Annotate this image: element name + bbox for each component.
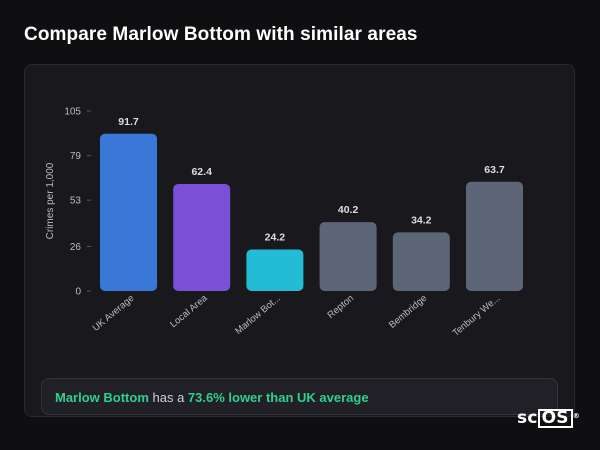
- data-label: 63.7: [484, 164, 505, 176]
- y-tick-label: 26: [70, 242, 82, 253]
- data-label: 24.2: [265, 232, 286, 244]
- y-tick-label: 79: [70, 151, 82, 162]
- y-tick-label: 0: [75, 287, 81, 298]
- x-tick-label: Marlow Bot...: [233, 293, 283, 337]
- data-label: 40.2: [338, 204, 359, 216]
- logo-text-sc: sc: [517, 408, 538, 428]
- summary-area: Marlow Bottom: [55, 390, 149, 405]
- data-label: 62.4: [191, 166, 212, 178]
- y-tick-label: 53: [70, 196, 82, 207]
- summary-panel: Marlow Bottom has a 73.6% lower than UK …: [41, 378, 558, 415]
- x-tick-label: Bembridge: [387, 293, 429, 331]
- summary-comparison: 73.6% lower than UK average: [187, 390, 369, 405]
- bar-3: [246, 249, 304, 291]
- scos-logo: sc OS ®: [517, 408, 580, 428]
- bar-2: [173, 184, 231, 291]
- logo-registered-mark: ®: [572, 412, 580, 420]
- bar-4: [319, 222, 377, 291]
- data-label: 91.7: [118, 116, 139, 128]
- bar-chart: Crimes per 1,000 0 26 53 79 105 91.7 UK Average…: [45, 107, 523, 339]
- bar-1: [100, 133, 157, 291]
- x-tick-label: Local Area: [168, 292, 210, 330]
- chart-card: Crimes per 1,000 0 26 53 79 105 91.7 UK Average…: [24, 64, 575, 417]
- logo-text-os: OS: [537, 409, 573, 428]
- y-axis-label: Crimes per 1,000: [45, 162, 56, 239]
- x-tick-label: Repton: [325, 293, 356, 321]
- data-label: 34.2: [411, 214, 432, 226]
- x-tick-label: UK Average: [91, 293, 137, 334]
- page-title: Compare Marlow Bottom with similar areas: [24, 24, 418, 45]
- y-tick-label: 105: [64, 107, 81, 118]
- x-tick-label: Tenbury We...: [451, 293, 503, 339]
- summary-text: has a: [148, 390, 188, 405]
- bar-5: [392, 232, 450, 291]
- bar-6: [466, 181, 523, 291]
